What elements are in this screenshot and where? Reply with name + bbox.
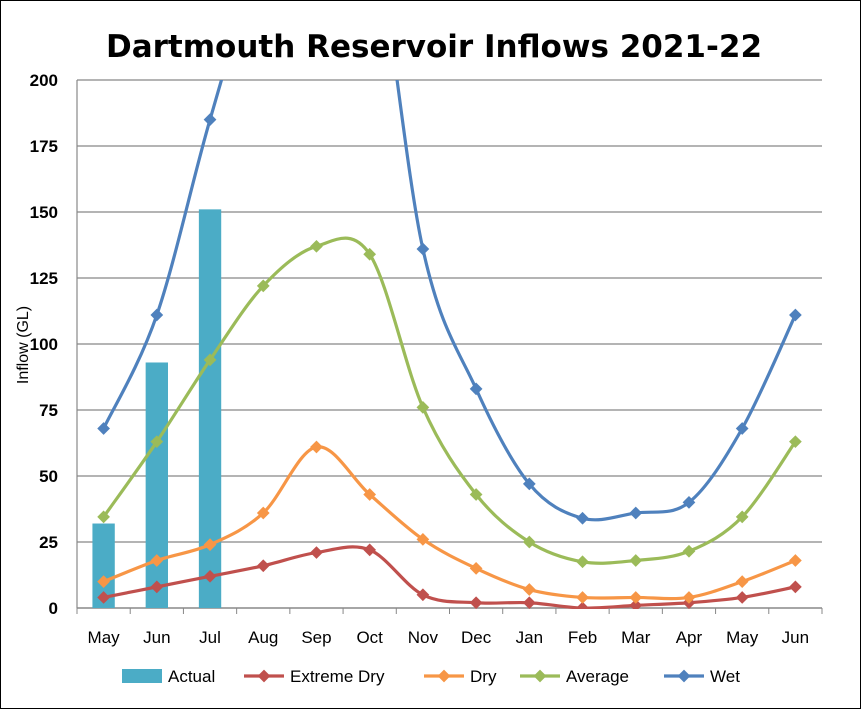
marker-extreme-dry <box>310 546 323 559</box>
y-tick-label: 125 <box>30 269 58 288</box>
marker-wet <box>416 242 430 256</box>
legend-swatch-actual <box>122 669 162 683</box>
marker-average <box>682 544 696 558</box>
marker-extreme-dry <box>256 559 270 573</box>
marker-extreme-dry <box>735 591 749 604</box>
x-tick-label: Jun <box>143 628 170 647</box>
marker-dry <box>576 591 589 604</box>
bar-actual <box>198 209 222 609</box>
marker-dry <box>789 554 802 567</box>
marker-average <box>310 239 323 253</box>
y-tick-label: 100 <box>30 335 58 354</box>
legend-label-actual: Actual <box>168 667 215 686</box>
chart-title: Dartmouth Reservoir Inflows 2021-22 <box>106 29 762 65</box>
marker-dry <box>735 575 749 588</box>
marker-extreme-dry <box>469 596 483 609</box>
x-tick-label: Apr <box>676 628 703 647</box>
bar-actual <box>92 523 115 608</box>
legend-label-extreme-dry: Extreme Dry <box>290 667 385 686</box>
marker-dry <box>310 440 323 454</box>
marker-wet <box>576 511 589 525</box>
marker-wet <box>735 422 749 435</box>
marker-extreme-dry <box>789 580 802 594</box>
line-dry <box>103 445 796 601</box>
legend-marker-extreme-dry <box>257 669 271 683</box>
marker-wet <box>629 506 643 520</box>
legend-marker-dry <box>437 669 451 683</box>
marker-wet <box>469 382 483 396</box>
marker-extreme-dry <box>363 543 377 557</box>
marker-wet <box>97 422 110 435</box>
marker-dry <box>522 583 536 596</box>
x-tick-label: Jan <box>516 628 543 647</box>
marker-average <box>203 353 217 367</box>
bar-actual <box>145 362 168 608</box>
legend-label-wet: Wet <box>710 667 740 686</box>
x-tick-label: Dec <box>461 628 492 647</box>
y-tick-label: 200 <box>30 71 58 90</box>
x-tick-label: Nov <box>408 628 439 647</box>
x-tick-label: May <box>88 628 121 647</box>
marker-dry <box>363 488 377 501</box>
marker-average <box>469 488 483 501</box>
marker-wet <box>789 308 802 322</box>
marker-average <box>416 400 430 414</box>
legend-marker-wet <box>677 669 691 683</box>
marker-extreme-dry <box>522 596 536 609</box>
x-tick-label: Oct <box>356 628 383 647</box>
legend-label-dry: Dry <box>470 667 497 686</box>
marker-average <box>256 279 270 293</box>
x-tick-label: Feb <box>568 628 597 647</box>
x-tick-label: Sep <box>301 628 331 647</box>
x-tick-label: May <box>726 628 759 647</box>
marker-dry <box>629 591 643 604</box>
x-tick-label: Aug <box>248 628 278 647</box>
y-tick-label: 50 <box>39 467 58 486</box>
marker-average <box>576 555 589 569</box>
legend-label-average: Average <box>566 667 629 686</box>
y-tick-label: 150 <box>30 203 58 222</box>
y-axis-label: Inflow (GL) <box>15 306 32 384</box>
marker-dry <box>256 506 270 520</box>
marker-wet <box>150 308 164 322</box>
x-tick-label: Mar <box>621 628 651 647</box>
y-tick-label: 25 <box>39 533 58 552</box>
legend-marker-average <box>533 669 547 683</box>
y-tick-label: 0 <box>49 599 58 618</box>
marker-average <box>629 554 643 567</box>
y-tick-label: 175 <box>30 137 58 156</box>
marker-dry <box>469 562 483 575</box>
x-tick-label: Jun <box>782 628 809 647</box>
marker-average <box>150 435 164 449</box>
x-tick-label: Jul <box>199 628 221 647</box>
y-tick-label: 75 <box>39 401 58 420</box>
marker-wet <box>203 113 217 126</box>
